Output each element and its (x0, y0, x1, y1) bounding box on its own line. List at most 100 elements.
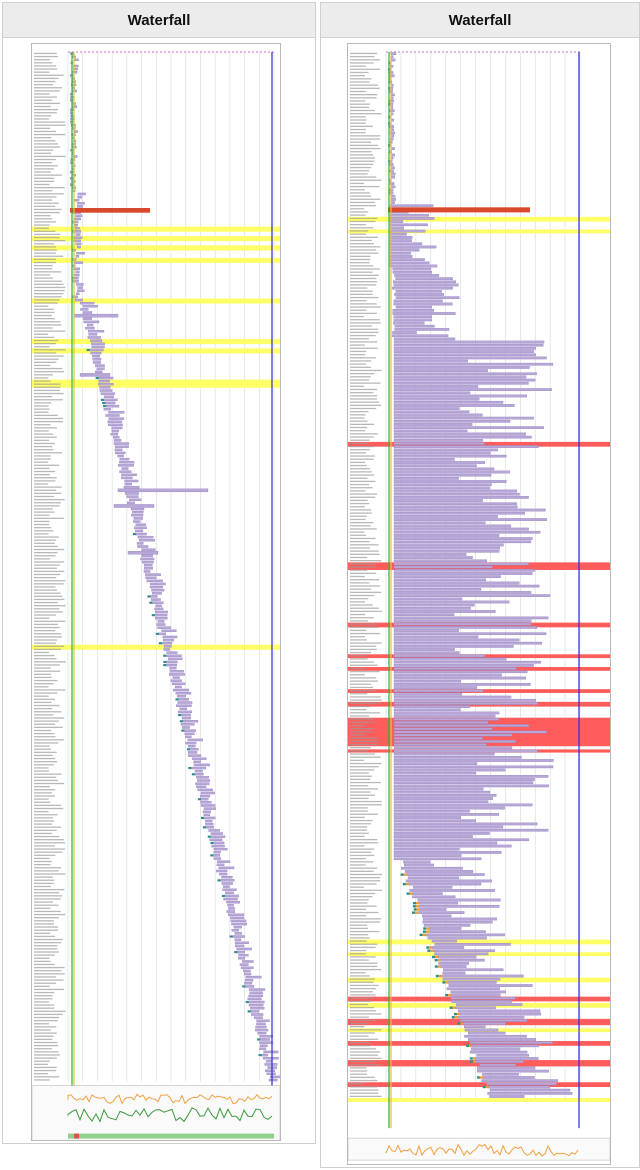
waterfall-chart[interactable] (32, 44, 280, 1140)
request-bar (124, 492, 139, 495)
request-bar (393, 654, 485, 658)
row-label (350, 569, 367, 571)
row-label (350, 290, 373, 292)
row-label (350, 109, 375, 112)
row-label (34, 299, 60, 301)
request-bar (389, 261, 430, 265)
row-label (34, 991, 55, 994)
request-bar (393, 343, 544, 347)
row-label (34, 158, 57, 161)
request-bar (395, 289, 442, 293)
row-label (350, 537, 376, 540)
request-bar (393, 442, 485, 445)
row-label (350, 71, 369, 74)
row-label (350, 170, 370, 172)
row-label (34, 1057, 57, 1059)
row-label (350, 911, 379, 914)
waterfall-chart-frame[interactable] (347, 43, 611, 1165)
request-bar (222, 888, 237, 891)
row-label (350, 357, 376, 359)
row-label (350, 474, 375, 476)
request-bar (117, 488, 209, 493)
row-label (350, 1045, 371, 1047)
request-bar (393, 502, 517, 506)
request-bar (231, 922, 247, 926)
row-label (350, 626, 379, 628)
request-bar (188, 744, 196, 748)
row-label (34, 511, 55, 513)
row-label (350, 372, 375, 375)
row-label (350, 287, 368, 289)
row-label (350, 135, 381, 137)
row-label (34, 829, 57, 831)
row-label (350, 65, 367, 67)
row-label (34, 436, 57, 438)
request-bar (263, 1056, 279, 1060)
row-label (34, 470, 56, 473)
dns-segment (202, 826, 206, 829)
request-bar (77, 195, 83, 199)
row-label (350, 518, 366, 521)
row-label (350, 1092, 379, 1094)
request-bar (389, 204, 434, 208)
request-bar (140, 557, 155, 561)
waterfall-chart-frame[interactable] (31, 43, 281, 1141)
row-label (34, 620, 66, 622)
request-bar (393, 407, 460, 410)
row-label (34, 1066, 57, 1069)
row-label (350, 842, 379, 844)
row-label (350, 1048, 376, 1050)
row-label (350, 338, 369, 340)
row-label (350, 173, 368, 175)
request-bar (393, 711, 500, 715)
row-label (350, 921, 381, 923)
request-bar (393, 724, 529, 727)
request-bar (394, 328, 450, 331)
row-label (350, 756, 381, 758)
request-bar (393, 378, 536, 382)
row-label (350, 823, 372, 825)
request-bar (245, 978, 254, 982)
request-bar (418, 904, 500, 908)
request-bar (393, 803, 533, 807)
row-label (350, 1029, 382, 1031)
request-bar (85, 326, 95, 330)
row-label (350, 873, 382, 876)
request-bar (221, 882, 233, 885)
request-bar (393, 404, 515, 407)
row-label (34, 236, 60, 239)
request-bar (392, 312, 456, 315)
request-bar (257, 1032, 267, 1035)
request-bar (145, 576, 157, 579)
row-label (350, 461, 366, 464)
row-label (350, 648, 377, 651)
row-label (350, 810, 368, 812)
request-bar (393, 686, 478, 689)
main-thread-bar (68, 1133, 274, 1139)
row-label (350, 848, 375, 850)
request-bar (219, 872, 228, 876)
row-label (34, 1063, 49, 1065)
row-label (350, 1010, 377, 1012)
highlight-row (32, 644, 280, 650)
row-label (34, 895, 63, 897)
request-bar (76, 292, 80, 296)
row-label (34, 87, 63, 89)
request-bar (96, 367, 105, 370)
row-label (350, 192, 371, 194)
dns-segment (188, 766, 192, 770)
request-bar (390, 185, 396, 189)
connect-segment (403, 873, 407, 876)
request-bar (404, 870, 474, 873)
request-bar (389, 229, 426, 233)
row-label (350, 350, 367, 353)
row-label (34, 888, 65, 891)
row-label (350, 160, 375, 162)
request-bar (427, 936, 487, 940)
request-bar (393, 381, 529, 385)
request-bar (88, 330, 105, 333)
row-label (350, 502, 370, 505)
request-bar (437, 955, 477, 959)
waterfall-chart[interactable] (348, 44, 610, 1164)
row-label (34, 1023, 49, 1025)
